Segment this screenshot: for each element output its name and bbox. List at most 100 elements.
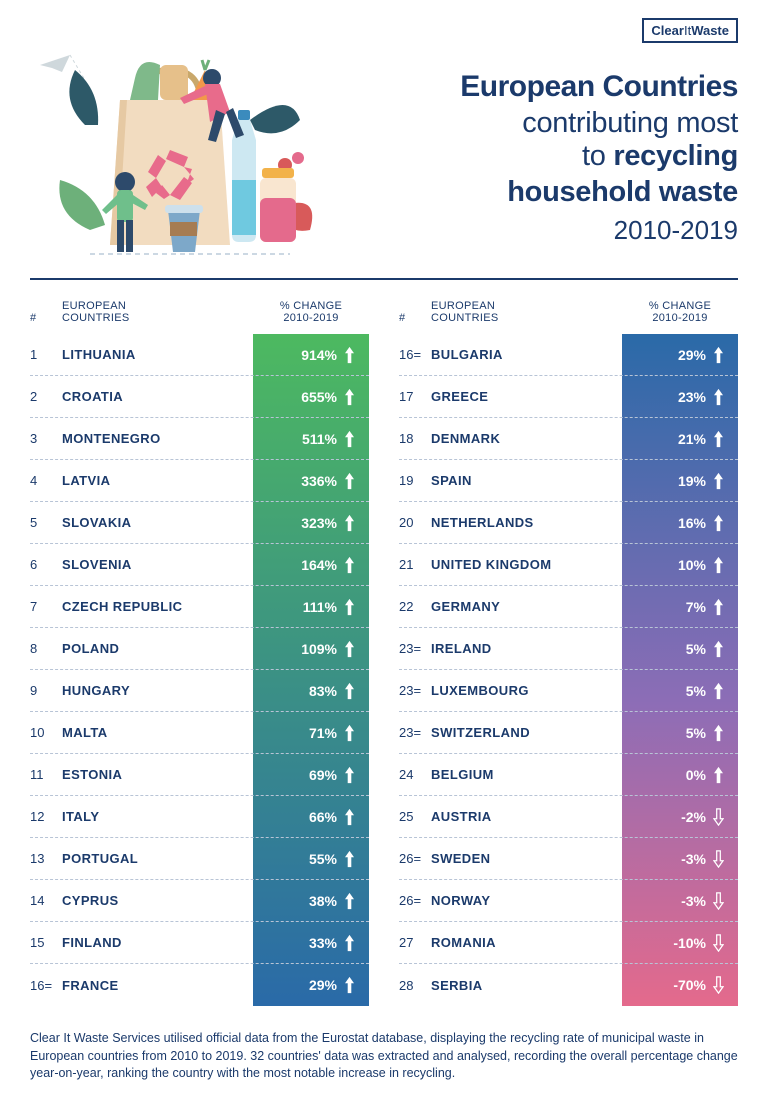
title-line-2: contributing most to recycling <box>340 107 738 173</box>
change-cell: 69% <box>253 766 369 784</box>
country-cell: UNITED KINGDOM <box>431 557 622 572</box>
table-row: 3 MONTENEGRO 511% <box>30 418 369 460</box>
change-value: 23% <box>678 389 706 405</box>
table-row: 11 ESTONIA 69% <box>30 754 369 796</box>
arrow-up-icon <box>344 892 355 910</box>
brand-logo-text: ClearItWaste <box>642 18 738 43</box>
table-row: 7 CZECH REPUBLIC 111% <box>30 586 369 628</box>
change-value: -3% <box>681 893 706 909</box>
rank-cell: 10 <box>30 725 62 740</box>
rank-cell: 6 <box>30 557 62 572</box>
table-row: 20 NETHERLANDS 16% <box>399 502 738 544</box>
arrow-up-icon <box>344 388 355 406</box>
table-row: 10 MALTA 71% <box>30 712 369 754</box>
table-row: 26= NORWAY -3% <box>399 880 738 922</box>
arrow-up-icon <box>713 598 724 616</box>
rank-cell: 3 <box>30 431 62 446</box>
rank-cell: 2 <box>30 389 62 404</box>
country-cell: LITHUANIA <box>62 347 253 362</box>
arrow-up-icon <box>344 556 355 574</box>
rank-cell: 15 <box>30 935 62 950</box>
change-value: 336% <box>301 473 337 489</box>
data-columns: # EUROPEANCOUNTRIES % CHANGE2010-2019 1 … <box>30 292 738 1006</box>
change-value: 5% <box>686 641 706 657</box>
change-value: -10% <box>673 935 706 951</box>
header-rank: # <box>30 312 62 324</box>
arrow-up-icon <box>344 724 355 742</box>
table-row: 22 GERMANY 7% <box>399 586 738 628</box>
change-cell: -10% <box>622 934 738 952</box>
change-cell: 5% <box>622 724 738 742</box>
rank-cell: 27 <box>399 935 431 950</box>
arrow-up-icon <box>713 472 724 490</box>
arrow-up-icon <box>713 766 724 784</box>
country-cell: FRANCE <box>62 978 253 993</box>
arrow-up-icon <box>344 514 355 532</box>
country-cell: AUSTRIA <box>431 809 622 824</box>
arrow-up-icon <box>713 724 724 742</box>
arrow-up-icon <box>344 472 355 490</box>
rank-cell: 22 <box>399 599 431 614</box>
rank-cell: 24 <box>399 767 431 782</box>
change-cell: 109% <box>253 640 369 658</box>
country-cell: SWITZERLAND <box>431 725 622 740</box>
change-value: 38% <box>309 893 337 909</box>
change-cell: 336% <box>253 472 369 490</box>
rank-cell: 17 <box>399 389 431 404</box>
table-row: 19 SPAIN 19% <box>399 460 738 502</box>
change-value: 21% <box>678 431 706 447</box>
change-value: 511% <box>302 431 337 447</box>
arrow-up-icon <box>344 598 355 616</box>
change-value: 111% <box>303 599 337 615</box>
header-change: % CHANGE2010-2019 <box>253 300 369 324</box>
country-cell: ROMANIA <box>431 935 622 950</box>
rank-cell: 16= <box>30 978 62 993</box>
table-row: 13 PORTUGAL 55% <box>30 838 369 880</box>
country-cell: SLOVENIA <box>62 557 253 572</box>
rank-cell: 14 <box>30 893 62 908</box>
arrow-up-icon <box>344 934 355 952</box>
country-cell: LUXEMBOURG <box>431 683 622 698</box>
title-block: European Countries contributing most to … <box>340 20 738 246</box>
country-cell: PORTUGAL <box>62 851 253 866</box>
rank-cell: 26= <box>399 893 431 908</box>
change-cell: 164% <box>253 556 369 574</box>
change-value: 7% <box>686 599 706 615</box>
change-cell: 55% <box>253 850 369 868</box>
change-value: 29% <box>678 347 706 363</box>
recycling-illustration <box>30 30 320 270</box>
change-cell: 66% <box>253 808 369 826</box>
arrow-up-icon <box>344 346 355 364</box>
change-value: 29% <box>309 977 337 993</box>
change-value: 5% <box>686 683 706 699</box>
table-row: 4 LATVIA 336% <box>30 460 369 502</box>
change-value: 10% <box>678 557 706 573</box>
table-row: 23= LUXEMBOURG 5% <box>399 670 738 712</box>
change-cell: 19% <box>622 472 738 490</box>
change-cell: -3% <box>622 892 738 910</box>
change-value: 55% <box>309 851 337 867</box>
arrow-down-icon <box>713 850 724 868</box>
table-row: 5 SLOVAKIA 323% <box>30 502 369 544</box>
arrow-up-icon <box>344 640 355 658</box>
country-cell: MONTENEGRO <box>62 431 253 446</box>
brand-logo: ClearItWaste <box>642 18 738 43</box>
country-cell: FINLAND <box>62 935 253 950</box>
illustration-svg <box>30 30 320 270</box>
arrow-up-icon <box>344 850 355 868</box>
country-cell: NETHERLANDS <box>431 515 622 530</box>
change-cell: 511% <box>253 430 369 448</box>
country-cell: GERMANY <box>431 599 622 614</box>
footnote-text: Clear It Waste Services utilised officia… <box>30 1030 738 1083</box>
rank-cell: 16= <box>399 347 431 362</box>
change-cell: 29% <box>253 976 369 994</box>
change-cell: 10% <box>622 556 738 574</box>
rank-cell: 23= <box>399 641 431 656</box>
table-row: 23= SWITZERLAND 5% <box>399 712 738 754</box>
rank-cell: 1 <box>30 347 62 362</box>
column-header-right: # EUROPEANCOUNTRIES % CHANGE2010-2019 <box>399 292 738 334</box>
change-value: 16% <box>678 515 706 531</box>
table-row: 16= BULGARIA 29% <box>399 334 738 376</box>
change-cell: 914% <box>253 346 369 364</box>
country-cell: HUNGARY <box>62 683 253 698</box>
